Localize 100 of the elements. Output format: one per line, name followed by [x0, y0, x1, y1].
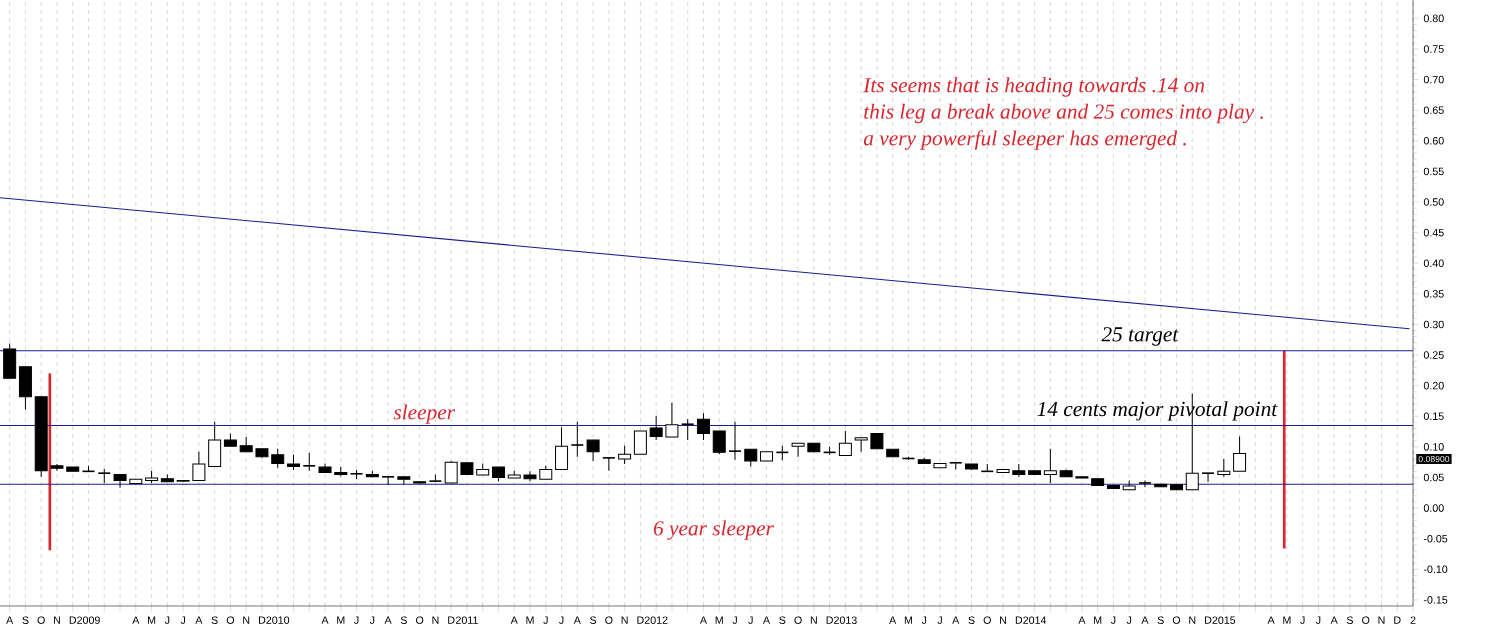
x-tick-label: A — [1267, 616, 1275, 624]
y-tick-label: 0.10 — [1423, 443, 1444, 451]
x-tick-label: J — [354, 616, 359, 624]
y-tick-label: 0.50 — [1423, 198, 1444, 206]
y-tick-label: 0.30 — [1423, 320, 1444, 329]
x-tick-label: D — [1394, 616, 1401, 624]
x-tick-label: N — [621, 616, 628, 624]
annotation: Its seems that is heading towards .14 on — [863, 77, 1205, 97]
x-tick-label: J — [1300, 616, 1305, 624]
annotation: a very powerful sleeper has emerged . — [863, 130, 1186, 150]
candlestick — [791, 442, 805, 458]
x-tick-label: O — [794, 616, 802, 624]
x-tick-label: S — [1157, 616, 1164, 624]
x-tick-label: S — [1346, 616, 1354, 624]
x-tick-label: O — [226, 616, 235, 624]
candlestick — [838, 430, 852, 456]
text: 0.08900 — [1418, 455, 1450, 463]
annotation: 6 year sleeper — [653, 520, 774, 540]
x-tick-label: 2011 — [456, 616, 478, 624]
x-tick-label: O — [605, 616, 613, 624]
y-tick-label: 0.25 — [1423, 351, 1444, 359]
y-tick-label: 0.75 — [1423, 45, 1444, 53]
x-tick-label: J — [748, 616, 753, 624]
candlestick — [586, 439, 600, 462]
candlestick — [1138, 480, 1152, 488]
x-tick-label: M — [1283, 616, 1291, 624]
x-tick-label: A — [510, 616, 518, 624]
candlestick — [680, 418, 695, 441]
candlestick — [570, 421, 585, 458]
x-tick-label: D — [69, 616, 77, 624]
y-tick-label: 0.60 — [1423, 137, 1444, 145]
candlestick — [728, 421, 742, 461]
x-tick-label: N — [1378, 616, 1385, 624]
x-tick-label: J — [543, 616, 548, 624]
x-tick-label: J — [921, 616, 927, 624]
x-tick-label: N — [810, 616, 817, 624]
x-tick-label: S — [779, 616, 786, 624]
x-tick-label: J — [1126, 616, 1132, 624]
x-tick-label: M — [526, 616, 534, 624]
candlestick — [1233, 435, 1247, 472]
x-tick-label: S — [400, 616, 407, 624]
y-tick-label: 0.40 — [1423, 259, 1444, 267]
x-tick-label: A — [195, 616, 203, 624]
x-tick-label: A — [321, 616, 329, 624]
x-tick-label: D — [258, 616, 266, 624]
x-tick-label: A — [6, 616, 14, 624]
y-tick-label: 0.35 — [1423, 290, 1444, 298]
candlestick — [271, 448, 285, 469]
x-tick-label: O — [415, 616, 424, 624]
x-tick-label: N — [432, 616, 439, 624]
x-tick-label: A — [1141, 616, 1149, 624]
candlestick — [696, 412, 710, 441]
y-tick-label: 0.70 — [1423, 75, 1444, 84]
x-tick-label: J — [559, 616, 564, 624]
x-tick-label: A — [952, 616, 960, 624]
y-tick-label: -0.15 — [1423, 596, 1448, 604]
candlestick — [665, 402, 679, 438]
candlestick — [113, 473, 127, 489]
x-tick-label: O — [983, 616, 991, 624]
y-tick-label: 0.05 — [1423, 473, 1444, 482]
candlestick — [854, 437, 868, 453]
y-tick-label: 0.20 — [1423, 381, 1444, 390]
x-tick-label: A — [699, 616, 707, 624]
y-tick-label: 0.55 — [1423, 167, 1444, 176]
x-tick-label: J — [180, 616, 185, 624]
candlestick — [555, 426, 569, 470]
candlestick — [1043, 448, 1057, 484]
x-tick-label: 2 — [1410, 616, 1416, 624]
x-tick-label: 2013 — [834, 616, 857, 624]
x-tick-label: D — [637, 616, 644, 624]
y-tick-label: 0.15 — [1423, 412, 1444, 421]
y-tick-label: -0.10 — [1423, 565, 1448, 574]
x-tick-label: S — [211, 616, 218, 624]
x-tick-label: D — [1205, 616, 1212, 624]
x-tick-label: N — [1189, 616, 1196, 624]
candlestick — [397, 476, 411, 485]
x-tick-label: J — [937, 616, 942, 624]
x-tick-label: O — [1172, 616, 1181, 624]
candlestick — [523, 470, 537, 482]
x-tick-label: M — [1094, 616, 1102, 624]
y-tick-label: 0.45 — [1423, 228, 1444, 237]
x-tick-label: A — [1330, 616, 1338, 624]
x-tick-label: A — [573, 616, 581, 624]
candlestick — [602, 457, 616, 472]
annotation: sleeper — [393, 404, 456, 424]
x-tick-label: A — [132, 616, 140, 624]
x-tick-label: O — [37, 616, 45, 624]
x-tick-label: N — [54, 616, 60, 624]
y-tick-label: 0.00 — [1423, 504, 1444, 512]
ref-line-label: 25 target — [1101, 327, 1179, 346]
x-tick-label: J — [1110, 616, 1116, 624]
x-tick-label: J — [369, 616, 375, 624]
x-tick-label: S — [22, 616, 29, 624]
x-tick-label: A — [1078, 616, 1086, 624]
x-tick-label: M — [715, 616, 723, 624]
candlestick — [649, 415, 663, 441]
x-tick-label: O — [1362, 616, 1370, 624]
x-tick-label: A — [763, 616, 771, 624]
y-tick-label: 0.65 — [1423, 106, 1444, 114]
x-tick-label: D — [1015, 616, 1023, 624]
